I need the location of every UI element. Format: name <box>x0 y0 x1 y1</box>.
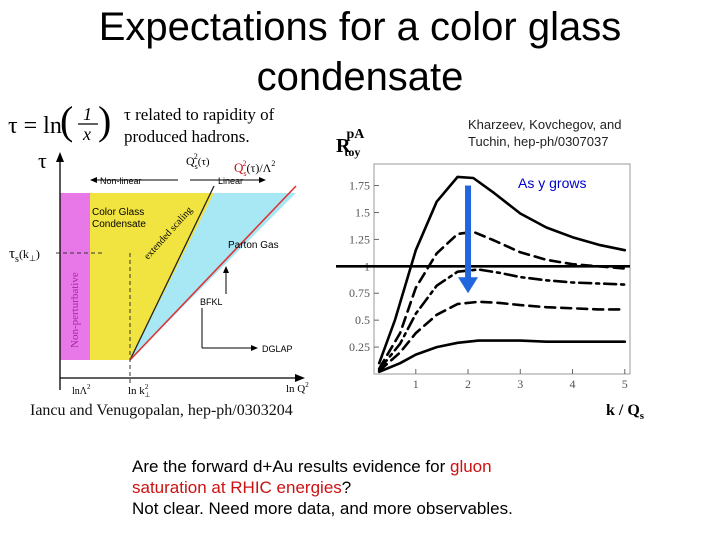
cgc-region <box>90 193 214 360</box>
y-tick-label: 1.5 <box>355 205 370 219</box>
tick-lambda-label: lnΛ2 <box>72 383 91 397</box>
conclusion-text: Not clear. Need more data, and more obse… <box>132 499 513 518</box>
chart-ylabel: RpA toy <box>336 127 365 159</box>
y-tick-label: 0.5 <box>355 313 370 327</box>
y-tick-label: 1.25 <box>349 232 370 246</box>
question-end: ? <box>341 478 352 497</box>
x-tick-label: 3 <box>517 377 523 391</box>
saturation-line <box>129 185 215 361</box>
phase-x-arrowhead <box>295 374 305 382</box>
bfkl-arrowhead <box>223 266 229 273</box>
question-part1: Are the forward d+Au results evidence fo… <box>132 457 450 476</box>
question-highlight2: saturation at RHIC energies <box>132 478 342 497</box>
chart-frame <box>373 163 631 375</box>
reference-left: Iancu and Venugopalan, hep-ph/0303204 <box>30 402 293 419</box>
x-tick-label: 1 <box>413 377 419 391</box>
reference-right-line1: Kharzeev, Kovchegov, and <box>468 117 622 132</box>
slide-title-line1: Expectations for a color glass <box>98 5 622 49</box>
series-line-2 <box>377 230 627 370</box>
phase-x-label: ln Q2 <box>286 381 309 395</box>
nonperturbative-label: Non-perturbative <box>69 272 81 348</box>
series-line-1 <box>377 175 627 365</box>
tau-formula-den: x <box>82 124 91 144</box>
y-tick-label: 0.25 <box>349 340 370 354</box>
cgc-label-line2: Condensate <box>92 219 146 230</box>
parton-gas-label: Parton Gas <box>228 240 279 251</box>
dglap-label: DGLAP <box>262 344 293 354</box>
series-line-4 <box>377 300 627 373</box>
tau-s-label: τs(k⊥) <box>9 246 40 265</box>
y-grows-arrow-head <box>458 277 479 294</box>
y-tick-label: 1.75 <box>349 179 370 193</box>
x-tick-label: 5 <box>622 377 628 391</box>
nonlinear-arrowhead <box>90 177 97 183</box>
qs-right-label: Qs2(τ)/Λ2 <box>234 159 275 178</box>
series-line-5 <box>377 339 627 374</box>
phase-y-arrowhead <box>56 152 64 162</box>
phase-y-label: τ <box>38 148 47 173</box>
dglap-arrowhead <box>251 345 258 351</box>
linear-arrowhead <box>259 177 266 183</box>
bfkl-label: BFKL <box>200 297 223 307</box>
question-text: Are the forward d+Au results evidence fo… <box>132 456 692 498</box>
cgc-label-line1: Color Glass <box>92 207 144 218</box>
tau-note-line1: τ related to rapidity of <box>124 105 275 124</box>
phase-diagram: τ = ln ( 1 x ) τ τs(k⊥) Qs2(τ) Qs2(τ)/Λ2… <box>8 100 309 399</box>
tau-formula-paren-close: ) <box>98 100 111 143</box>
reference-right-line2: Tuchin, hep-ph/0307037 <box>468 134 609 149</box>
series-line-3 <box>377 268 627 371</box>
linear-label: Linear <box>218 176 243 186</box>
tick-k-label: ln k2 ⊥ <box>128 383 150 399</box>
nonperturbative-region <box>60 193 90 360</box>
scaling-line <box>129 185 297 361</box>
tau-formula-lhs: τ = ln <box>8 113 62 139</box>
chart-xlabel: k / Qs <box>606 402 645 422</box>
x-tick-label: 2 <box>465 377 471 391</box>
y-tick-label: 0.75 <box>349 286 370 300</box>
qs-top-label: Qs2(τ) <box>186 152 210 171</box>
slide-title-line2: condensate <box>256 55 464 99</box>
question-highlight1: gluon <box>449 457 492 476</box>
chart-annotation: As y grows <box>518 175 586 191</box>
tau-note-line2: produced hadrons. <box>124 127 250 146</box>
slide-title: Expectations for a color glass condensat… <box>40 2 680 102</box>
nonlinear-label: Non-linear <box>100 176 142 186</box>
y-grows-arrow-shaft <box>465 185 472 280</box>
tau-formula-paren-open: ( <box>60 100 73 143</box>
x-tick-label: 4 <box>570 377 576 391</box>
tau-formula-num: 1 <box>83 104 92 124</box>
tau-note: τ related to rapidity of produced hadron… <box>124 104 314 148</box>
reference-right: Kharzeev, Kovchegov, and Tuchin, hep-ph/… <box>468 116 698 150</box>
